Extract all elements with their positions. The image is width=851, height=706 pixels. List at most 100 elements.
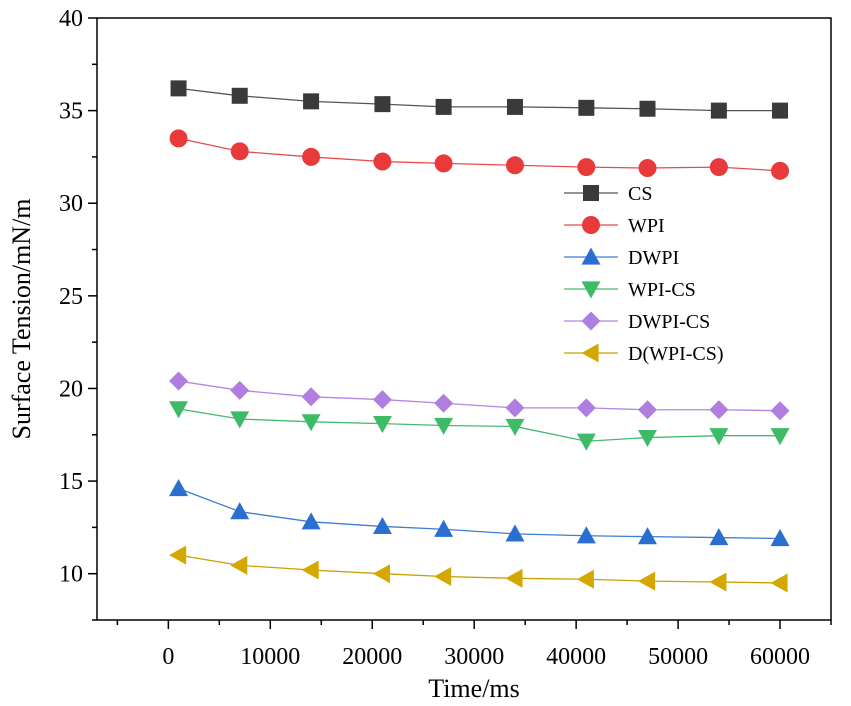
data-point-d-wpi-cs [434, 566, 452, 586]
legend: CS WPI DWPI WPI-CS DWPI-CS D(WPI-CS) [564, 183, 724, 365]
legend-label: CS [628, 183, 652, 205]
legend-label: DWPI [628, 247, 679, 269]
legend-entry-cs: CS [564, 183, 652, 205]
data-point-dwpi [301, 512, 321, 530]
data-point-cs [710, 102, 727, 119]
data-point-dwpi [372, 516, 392, 535]
data-point-wpi [373, 152, 392, 171]
x-axis-title: Time/ms [428, 674, 520, 703]
data-point-dwpi-cs [301, 387, 321, 407]
data-point-dwpi [230, 502, 250, 520]
x-tick-label: 60000 [750, 644, 810, 670]
data-point-cs [578, 99, 595, 116]
legend-entry-dwpi: DWPI [564, 247, 679, 269]
data-point-wpi [638, 159, 657, 178]
data-point-dwpi-cs [169, 371, 189, 391]
series-line-dwpi [178, 487, 781, 540]
y-tick-label: 20 [59, 376, 83, 402]
data-point-dwpi [434, 519, 454, 537]
data-point-wpi-cs [709, 428, 729, 446]
series-dwpi-cs [169, 371, 790, 421]
series-layer [169, 80, 790, 593]
data-point-dwpi [638, 527, 657, 545]
data-point-wpi-cs [576, 433, 596, 451]
x-tick-label: 20000 [342, 644, 402, 670]
data-point-dwpi [505, 524, 525, 542]
y-axis-title: Surface Tension/mN/m [7, 198, 36, 439]
legend-marker [581, 281, 601, 299]
y-tick-label: 10 [59, 562, 83, 588]
data-point-cs [506, 98, 523, 115]
data-point-wpi-cs [372, 416, 392, 434]
data-point-dwpi-cs [638, 400, 657, 420]
series-wpi-cs [169, 401, 790, 451]
series-dwpi [169, 478, 790, 547]
data-point-d-wpi-cs [638, 571, 656, 591]
data-point-d-wpi-cs [301, 560, 319, 580]
series-line-d-wpi-cs [178, 554, 781, 584]
data-point-dwpi-cs [230, 380, 250, 400]
data-point-dwpi-cs [770, 401, 790, 421]
plot-frame [96, 17, 832, 621]
x-tick-label: 10000 [240, 644, 300, 670]
y-tick-label: 40 [59, 6, 83, 32]
series-line-wpi-cs [178, 408, 781, 442]
data-point-wpi-cs [434, 417, 454, 436]
data-point-d-wpi-cs [230, 555, 248, 575]
data-point-wpi [434, 154, 453, 173]
data-point-wpi [709, 158, 728, 177]
data-point-wpi-cs [230, 411, 250, 429]
data-point-d-wpi-cs [576, 569, 594, 589]
series-line-dwpi-cs [178, 380, 781, 412]
y-tick-label: 30 [59, 191, 83, 217]
y-tick-label: 25 [59, 284, 83, 310]
data-point-dwpi-cs [505, 398, 525, 418]
y-axis-ticks: 10 15 20 25 30 35 40 [59, 6, 97, 621]
series-cs [170, 80, 789, 119]
data-point-d-wpi-cs [169, 545, 187, 565]
legend-marker [581, 247, 601, 265]
legend-label: D(WPI-CS) [628, 343, 724, 365]
data-point-cs [303, 93, 320, 110]
legend-label: WPI [628, 215, 665, 237]
legend-entry-wpi: WPI [564, 215, 665, 237]
legend-label: WPI-CS [628, 279, 696, 301]
data-point-d-wpi-cs [770, 573, 788, 593]
data-point-cs [435, 98, 452, 115]
data-point-d-wpi-cs [709, 572, 727, 592]
data-point-dwpi [169, 478, 189, 497]
series-d-wpi-cs [169, 545, 788, 593]
x-tick-label: 40000 [546, 644, 606, 670]
data-point-wpi [771, 161, 790, 180]
data-point-dwpi-cs [576, 398, 596, 418]
data-point-cs [374, 96, 391, 113]
data-point-dwpi-cs [434, 393, 454, 413]
data-point-wpi [505, 156, 524, 175]
data-point-wpi-cs [169, 401, 189, 419]
data-point-dwpi [709, 528, 729, 546]
x-tick-label: 0 [162, 644, 174, 670]
legend-entry-wpi-cs: WPI-CS [564, 279, 696, 301]
data-point-wpi-cs [301, 414, 321, 432]
legend-marker [583, 185, 599, 201]
data-point-dwpi-cs [709, 400, 729, 420]
data-point-dwpi [770, 528, 790, 547]
x-tick-label: 50000 [648, 644, 708, 670]
data-point-cs [170, 80, 187, 97]
y-tick-label: 15 [59, 469, 83, 495]
series-wpi [169, 129, 790, 180]
data-point-wpi-cs [770, 428, 790, 446]
data-point-wpi-cs [638, 429, 657, 448]
data-point-cs [639, 100, 656, 117]
data-point-cs [231, 87, 248, 104]
series-line-wpi [178, 137, 781, 172]
data-point-wpi [230, 142, 249, 161]
legend-entry-d-wpi-cs: D(WPI-CS) [564, 343, 724, 365]
data-point-d-wpi-cs [505, 568, 523, 588]
data-point-wpi-cs [505, 418, 525, 436]
x-tick-label: 30000 [444, 644, 504, 670]
legend-label: DWPI-CS [628, 311, 710, 333]
legend-marker [581, 343, 599, 363]
data-point-dwpi [576, 526, 596, 544]
